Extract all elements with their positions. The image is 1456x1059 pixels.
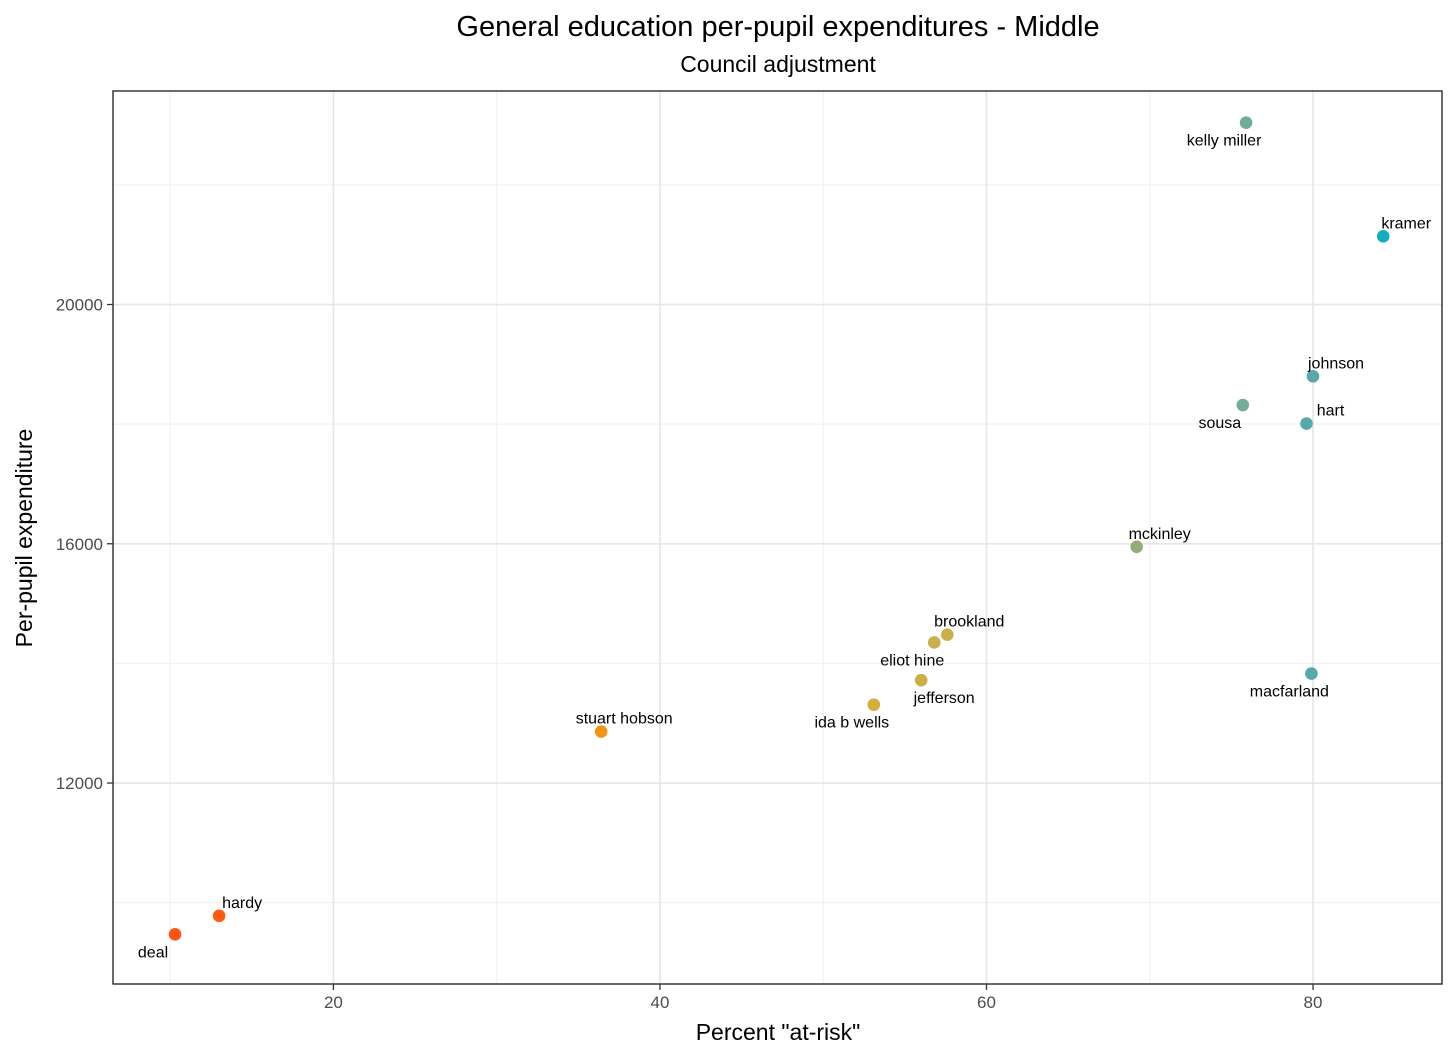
point-label: ida b wells <box>814 715 889 732</box>
y-axis-title: Per-pupil expenditure <box>11 429 37 648</box>
data-point <box>927 636 941 649</box>
point-label: mckinley <box>1129 526 1191 543</box>
point-label: sousa <box>1198 415 1241 432</box>
data-point <box>1306 370 1320 383</box>
data-point <box>168 928 182 941</box>
data-point <box>940 628 954 641</box>
point-label: johnson <box>1307 355 1364 372</box>
point-label: kelly miller <box>1187 133 1262 150</box>
data-point <box>594 725 608 738</box>
x-tick-label: 80 <box>1304 993 1323 1012</box>
point-label: deal <box>138 944 168 961</box>
data-point <box>914 673 928 687</box>
points-layer <box>168 116 1390 941</box>
x-axis-title: Percent "at-risk" <box>696 1019 861 1045</box>
point-label: hart <box>1317 403 1345 420</box>
x-tick-label: 40 <box>650 993 669 1012</box>
plot-panel-border <box>112 90 1443 985</box>
chart-title: General education per-pupil expenditures… <box>456 11 1099 43</box>
x-tick-label: 20 <box>324 993 343 1012</box>
point-labels-layer: kelly miller kramer johnson sousa hart mckinl… <box>138 133 1432 962</box>
data-point <box>1236 398 1250 412</box>
point-label: kramer <box>1381 215 1431 232</box>
data-point <box>1376 230 1390 243</box>
data-point <box>1305 667 1318 680</box>
point-label: brookland <box>934 614 1004 631</box>
y-tick-label: 16000 <box>56 535 103 554</box>
y-tick-label: 20000 <box>56 296 103 315</box>
point-label: macfarland <box>1250 684 1329 701</box>
data-point <box>1239 116 1253 130</box>
chart-subtitle: Council adjustment <box>680 51 876 77</box>
y-tick-label: 12000 <box>56 774 103 793</box>
grid-layer <box>113 91 1442 984</box>
point-label: stuart hobson <box>576 711 673 728</box>
point-label: jefferson <box>913 690 975 707</box>
data-point <box>212 909 226 923</box>
axes-layer: 20 40 60 80 12000 16000 20000 <box>56 296 1323 1012</box>
data-point <box>1130 540 1143 554</box>
data-point <box>867 698 881 711</box>
point-label: eliot hine <box>880 652 944 669</box>
point-label: hardy <box>222 895 262 912</box>
data-point <box>1300 417 1313 430</box>
x-tick-label: 60 <box>977 993 996 1012</box>
